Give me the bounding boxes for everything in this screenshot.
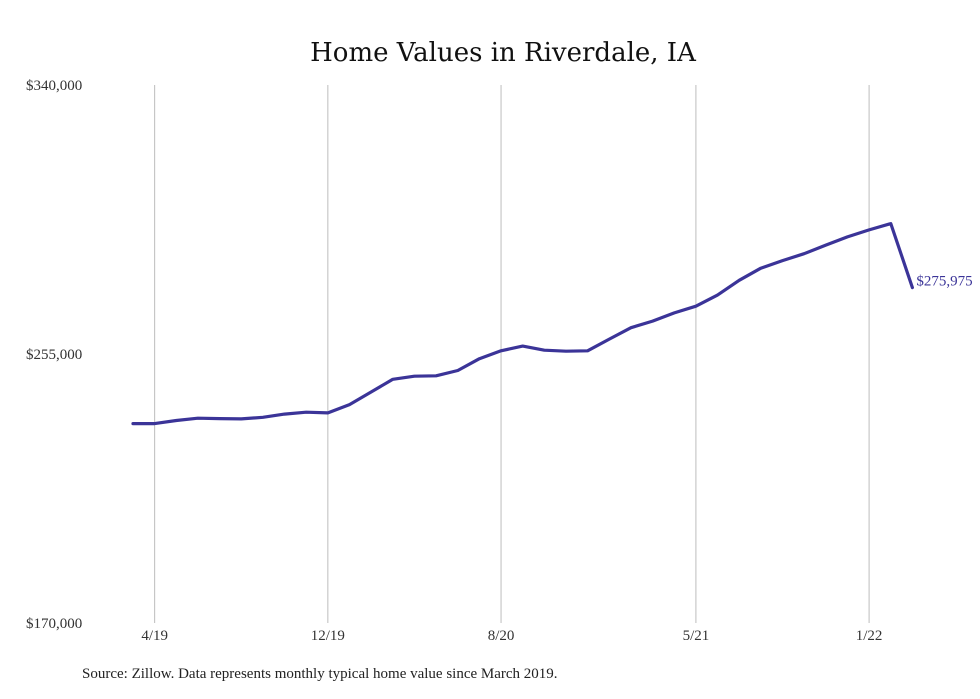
x-axis-ticks: 4/19 12/19 8/20 5/21 1/22 [141,628,882,644]
end-value-label: $275,975 [916,274,972,290]
y-tick-label: $255,000 [26,347,82,363]
x-tick-label: 8/20 [488,628,515,644]
x-tick-label: 1/22 [856,628,883,644]
y-tick-label: $340,000 [26,78,82,94]
source-note: Source: Zillow. Data represents monthly … [82,666,558,682]
x-tick-label: 12/19 [311,628,345,644]
series-layer: $275,975 [131,222,973,426]
chart-title: Home Values in Riverdale, IA [310,38,697,68]
y-axis-ticks: $340,000 $255,000 $170,000 [26,78,82,632]
x-tick-label: 4/19 [141,628,168,644]
series-line [131,222,915,426]
y-tick-label: $170,000 [26,616,82,632]
x-tick-label: 5/21 [683,628,710,644]
gridlines [154,85,870,623]
